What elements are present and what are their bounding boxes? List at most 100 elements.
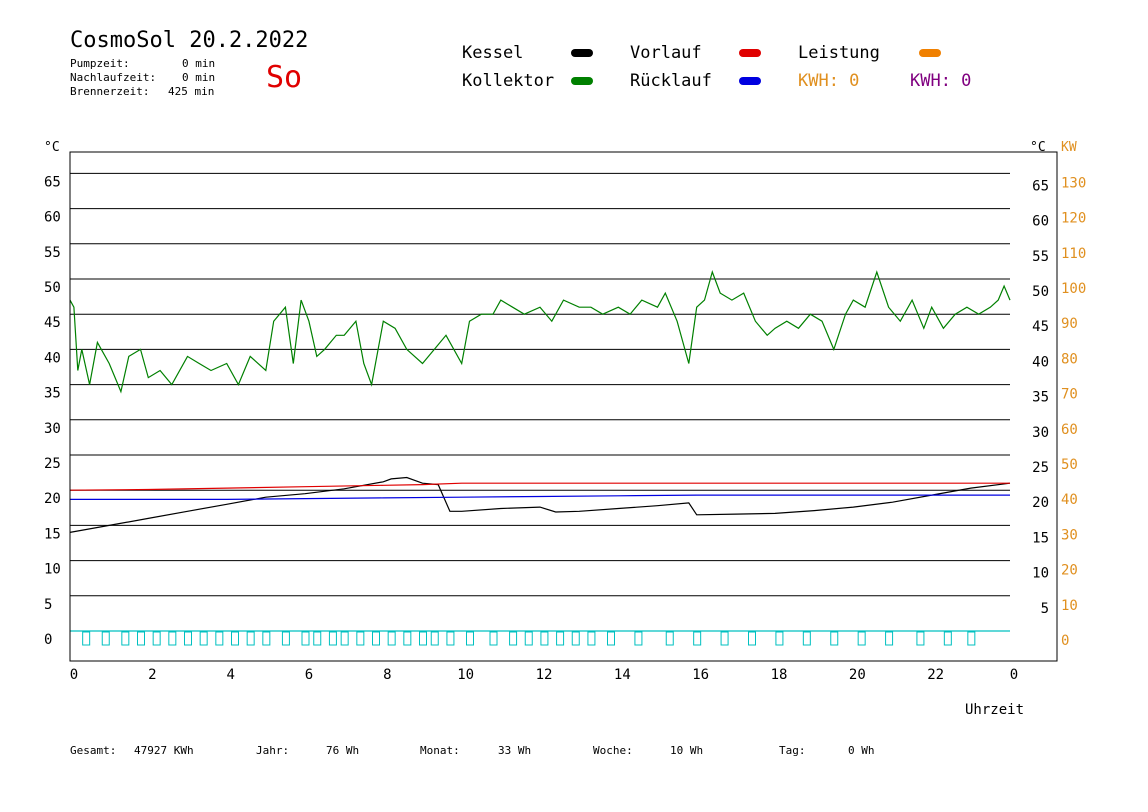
footer-woche-label: Woche:	[593, 744, 633, 757]
pump-mark	[885, 631, 894, 646]
y-power-tick-label: 40	[1061, 492, 1078, 508]
x-tick-label: 18	[771, 667, 788, 683]
pump-mark	[121, 631, 130, 646]
pump-value: 0 min	[182, 57, 216, 70]
x-tick-label: 0	[70, 667, 78, 683]
pump-mark	[168, 631, 177, 646]
series-line-rcklauf	[70, 494, 1010, 500]
pump-mark	[356, 631, 365, 646]
y-power-tick-label: 120	[1061, 211, 1086, 227]
y-power-tick-label: 110	[1061, 246, 1086, 262]
y-right-tick-label: 45	[1032, 319, 1049, 335]
pump-mark	[571, 631, 580, 646]
y-right-tick-label: 20	[1032, 495, 1049, 511]
pump-mark	[943, 631, 952, 646]
y-power-tick-label: 100	[1061, 281, 1086, 297]
legend-kwh-1: KWH: 0	[798, 71, 860, 91]
x-tick-label: 12	[536, 667, 553, 683]
x-tick-label: 2	[148, 667, 156, 683]
pump-mark	[199, 631, 208, 646]
y-left-tick-label: 0	[44, 632, 52, 648]
y-left-tick-label: 10	[44, 562, 61, 578]
y-power-tick-label: 30	[1061, 527, 1078, 543]
brenner-value: 425 min	[168, 85, 215, 98]
y-left-tick-label: 60	[44, 210, 61, 226]
pump-mark	[301, 631, 310, 646]
pump-mark	[802, 631, 811, 646]
pump-mark	[967, 631, 976, 646]
nachlauf-label: Nachlaufzeit:	[70, 71, 157, 84]
x-tick-label: 14	[614, 667, 631, 683]
pump-mark	[916, 631, 925, 646]
legend-vorlauf: Vorlauf	[630, 43, 702, 63]
y-left-tick-label: 15	[44, 526, 61, 542]
y-power-tick-label: 90	[1061, 316, 1078, 332]
legend-ruecklauf: Rücklauf	[630, 71, 712, 91]
y-left-tick-label: 25	[44, 456, 61, 472]
footer-jahr-value: 76 Wh	[326, 744, 360, 757]
y-right-tick-label: 5	[1041, 601, 1049, 617]
footer-tag-label: Tag:	[779, 744, 806, 757]
legend-kessel-swatch	[571, 49, 593, 57]
x-tick-label: 4	[226, 667, 234, 683]
series-line-kessel	[69, 476, 1011, 533]
legend-vorlauf-swatch	[739, 49, 761, 57]
y-right-tick-label: 25	[1032, 460, 1049, 476]
pump-mark	[387, 631, 396, 646]
y-right-tick-label: 15	[1032, 530, 1049, 546]
footer-gesamt-value: 47927 KWh	[134, 744, 194, 757]
pump-mark	[857, 631, 866, 646]
pump-mark	[340, 631, 349, 646]
pump-mark	[509, 631, 518, 646]
y-power-tick-label: 0	[1061, 633, 1069, 649]
y-left-tick-label: 50	[44, 280, 61, 296]
chart-title: CosmoSol 20.2.2022	[70, 28, 309, 53]
y-power-unit: KW	[1061, 140, 1077, 155]
pump-label: Pumpzeit:	[70, 57, 130, 70]
y-power-tick-label: 70	[1061, 387, 1078, 403]
legend-kwh-2: KWH: 0	[910, 71, 972, 91]
x-axis-label: Uhrzeit	[965, 702, 1024, 718]
pump-mark	[540, 631, 549, 646]
pump-mark	[403, 631, 412, 646]
brenner-label: Brennerzeit:	[70, 85, 150, 98]
pump-mark	[524, 631, 533, 646]
y-power-tick-label: 130	[1061, 175, 1086, 191]
y-left-tick-label: 40	[44, 350, 61, 366]
pump-mark	[137, 631, 145, 646]
y-power-tick-label: 10	[1061, 598, 1078, 614]
pump-mark	[720, 631, 729, 646]
footer-monat-value: 33 Wh	[498, 744, 532, 757]
pump-mark	[152, 631, 161, 646]
y-right-tick-label: 50	[1032, 284, 1049, 300]
pump-mark	[262, 631, 271, 646]
pump-mark	[231, 631, 239, 646]
pump-mark	[830, 631, 839, 646]
footer-woche-value: 10 Wh	[670, 744, 704, 757]
pump-mark	[372, 631, 380, 646]
y-left-tick-label: 45	[44, 315, 61, 331]
pump-mark	[665, 631, 674, 646]
pump-mark	[489, 631, 498, 646]
y-left-tick-label: 35	[44, 386, 61, 402]
y-power-tick-label: 20	[1061, 563, 1078, 579]
x-tick-label: 10	[457, 667, 474, 683]
y-right-unit: °C	[1030, 140, 1046, 155]
legend-leistung: Leistung	[798, 43, 880, 63]
y-right-tick-label: 10	[1032, 566, 1049, 582]
x-tick-label: 16	[692, 667, 709, 683]
weekday-label: So	[266, 60, 303, 95]
pump-mark	[184, 631, 192, 646]
y-power-tick-label: 60	[1061, 422, 1078, 438]
pump-mark	[419, 631, 427, 646]
y-left-tick-label: 20	[44, 491, 61, 507]
y-right-tick-label: 60	[1032, 214, 1049, 230]
pump-mark	[446, 631, 455, 646]
footer-tag-value: 0 Wh	[848, 744, 875, 757]
pump-mark	[587, 631, 596, 646]
pump-mark	[215, 631, 224, 646]
pump-mark	[607, 631, 615, 646]
nachlauf-value: 0 min	[182, 71, 216, 84]
y-right-tick-label: 30	[1032, 425, 1049, 441]
